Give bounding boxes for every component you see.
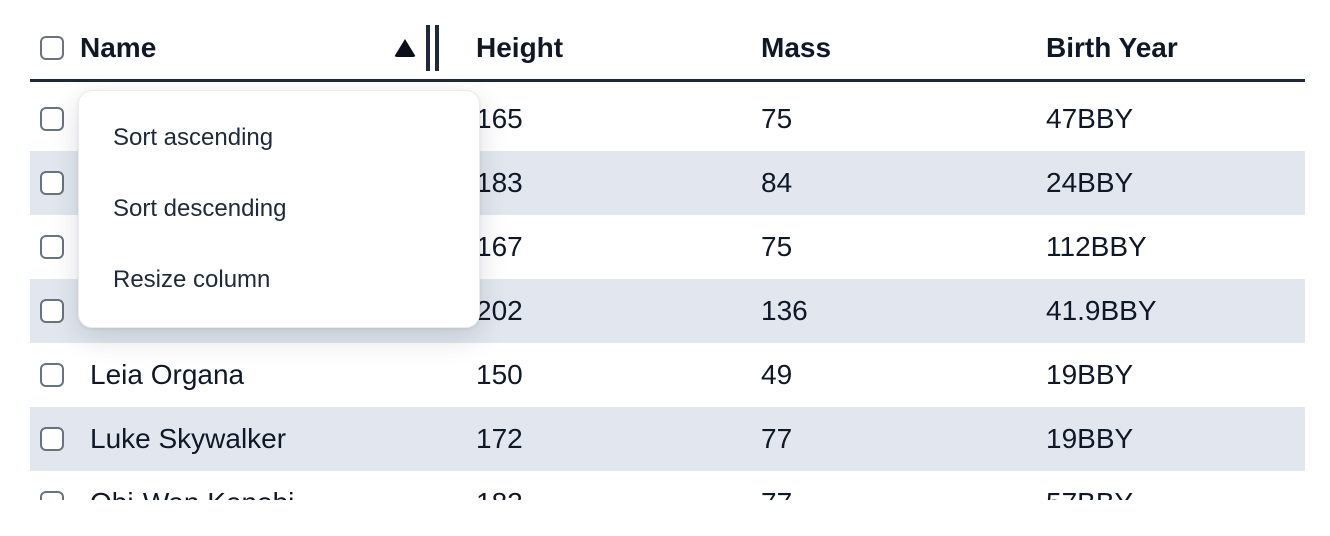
table-header-row: Name Height Mass Birth Year: [30, 0, 1305, 82]
cell-birth-year: 112BBY: [1046, 231, 1147, 262]
select-all-checkbox[interactable]: [40, 35, 64, 60]
cell-height: 150: [476, 359, 523, 390]
cell-mass: 75: [761, 103, 793, 134]
cell-mass: 77: [761, 423, 793, 454]
table-row: Obi-Wan Kenobi 182 77 57BBY: [30, 471, 1305, 500]
cell-height: 172: [476, 423, 523, 454]
cell-height: 167: [476, 231, 523, 262]
row-checkbox[interactable]: [40, 235, 64, 259]
cell-birth-year: 24BBY: [1046, 167, 1134, 198]
row-checkbox[interactable]: [40, 491, 64, 500]
cell-height: 183: [476, 167, 523, 198]
menu-item-sort-ascending[interactable]: Sort ascending: [79, 102, 479, 173]
cell-height: 165: [476, 103, 523, 134]
cell-birth-year: 19BBY: [1046, 359, 1134, 390]
column-header-birth-year[interactable]: Birth Year: [1046, 31, 1178, 63]
column-resize-handle-icon[interactable]: [426, 24, 439, 71]
row-checkbox[interactable]: [40, 363, 64, 387]
row-checkbox[interactable]: [40, 107, 64, 131]
column-header-name[interactable]: Name: [80, 24, 460, 71]
data-table: Name Height Mass Birth Year 165 75 47BBY…: [30, 0, 1305, 500]
cell-name: Obi-Wan Kenobi: [80, 487, 460, 500]
table-row: Leia Organa 150 49 19BBY: [30, 343, 1305, 407]
cell-height: 182: [460, 487, 745, 500]
cell-birth-year: 47BBY: [1046, 103, 1134, 134]
column-header-mass[interactable]: Mass: [761, 31, 832, 63]
cell-birth-year: 41.9BBY: [1046, 295, 1157, 326]
cell-mass: 75: [761, 231, 793, 262]
cell-name: Luke Skywalker: [90, 423, 287, 454]
column-header-menu: Sort ascending Sort descending Resize co…: [78, 90, 480, 328]
row-checkbox[interactable]: [40, 299, 64, 323]
row-checkbox[interactable]: [40, 427, 64, 451]
select-all-cell: [30, 35, 80, 60]
column-header-name-label: Name: [80, 31, 157, 63]
menu-item-sort-descending[interactable]: Sort descending: [79, 173, 479, 244]
cell-mass: 49: [761, 359, 793, 390]
table-row: Luke Skywalker 172 77 19BBY: [30, 407, 1305, 471]
cell-birth-year: 57BBY: [1030, 487, 1305, 500]
cell-mass: 136: [761, 295, 808, 326]
cell-mass: 77: [745, 487, 1030, 500]
cell-height: 202: [476, 295, 523, 326]
cell-name: Leia Organa: [90, 359, 245, 390]
menu-item-resize-column[interactable]: Resize column: [79, 245, 479, 316]
sort-ascending-icon: [394, 38, 416, 57]
cell-mass: 84: [761, 167, 793, 198]
column-header-height[interactable]: Height: [476, 31, 564, 63]
cell-birth-year: 19BBY: [1046, 423, 1134, 454]
row-checkbox[interactable]: [40, 171, 64, 195]
